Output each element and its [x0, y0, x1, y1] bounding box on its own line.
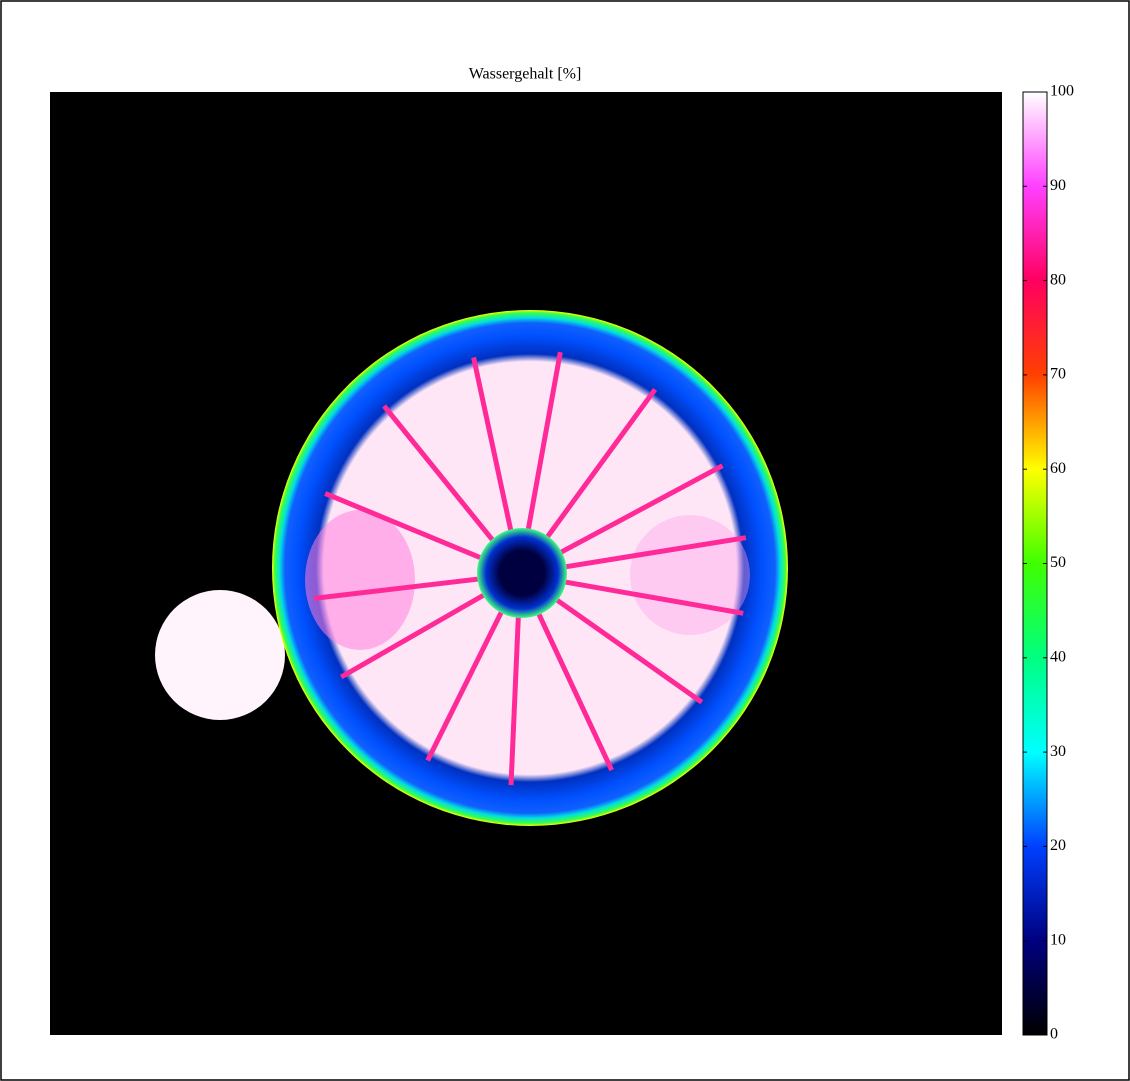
colorbar-tick-label: 70	[1050, 366, 1066, 383]
colorbar-tick-label: 60	[1050, 460, 1066, 477]
colorbar-tick-label: 80	[1050, 271, 1066, 288]
colorbar-tick-label: 40	[1050, 648, 1066, 665]
chart-title: Wassergehalt [%]	[469, 66, 582, 83]
colorbar-tick-label: 50	[1050, 554, 1066, 571]
colorbar-tick-label: 10	[1050, 931, 1066, 948]
colorbar-tick-label: 20	[1050, 837, 1066, 854]
figure: Wassergehalt [%] 0 10 20 30 40 50 60 70 80 90 100	[0, 0, 1130, 1081]
colorbar-tick-label: 100	[1050, 83, 1074, 100]
image	[50, 92, 1002, 1035]
colorbar-tick-label: 0	[1050, 1026, 1058, 1043]
colorbar-tick-label: 90	[1050, 177, 1066, 194]
colorbar-tick-label: 30	[1050, 743, 1066, 760]
